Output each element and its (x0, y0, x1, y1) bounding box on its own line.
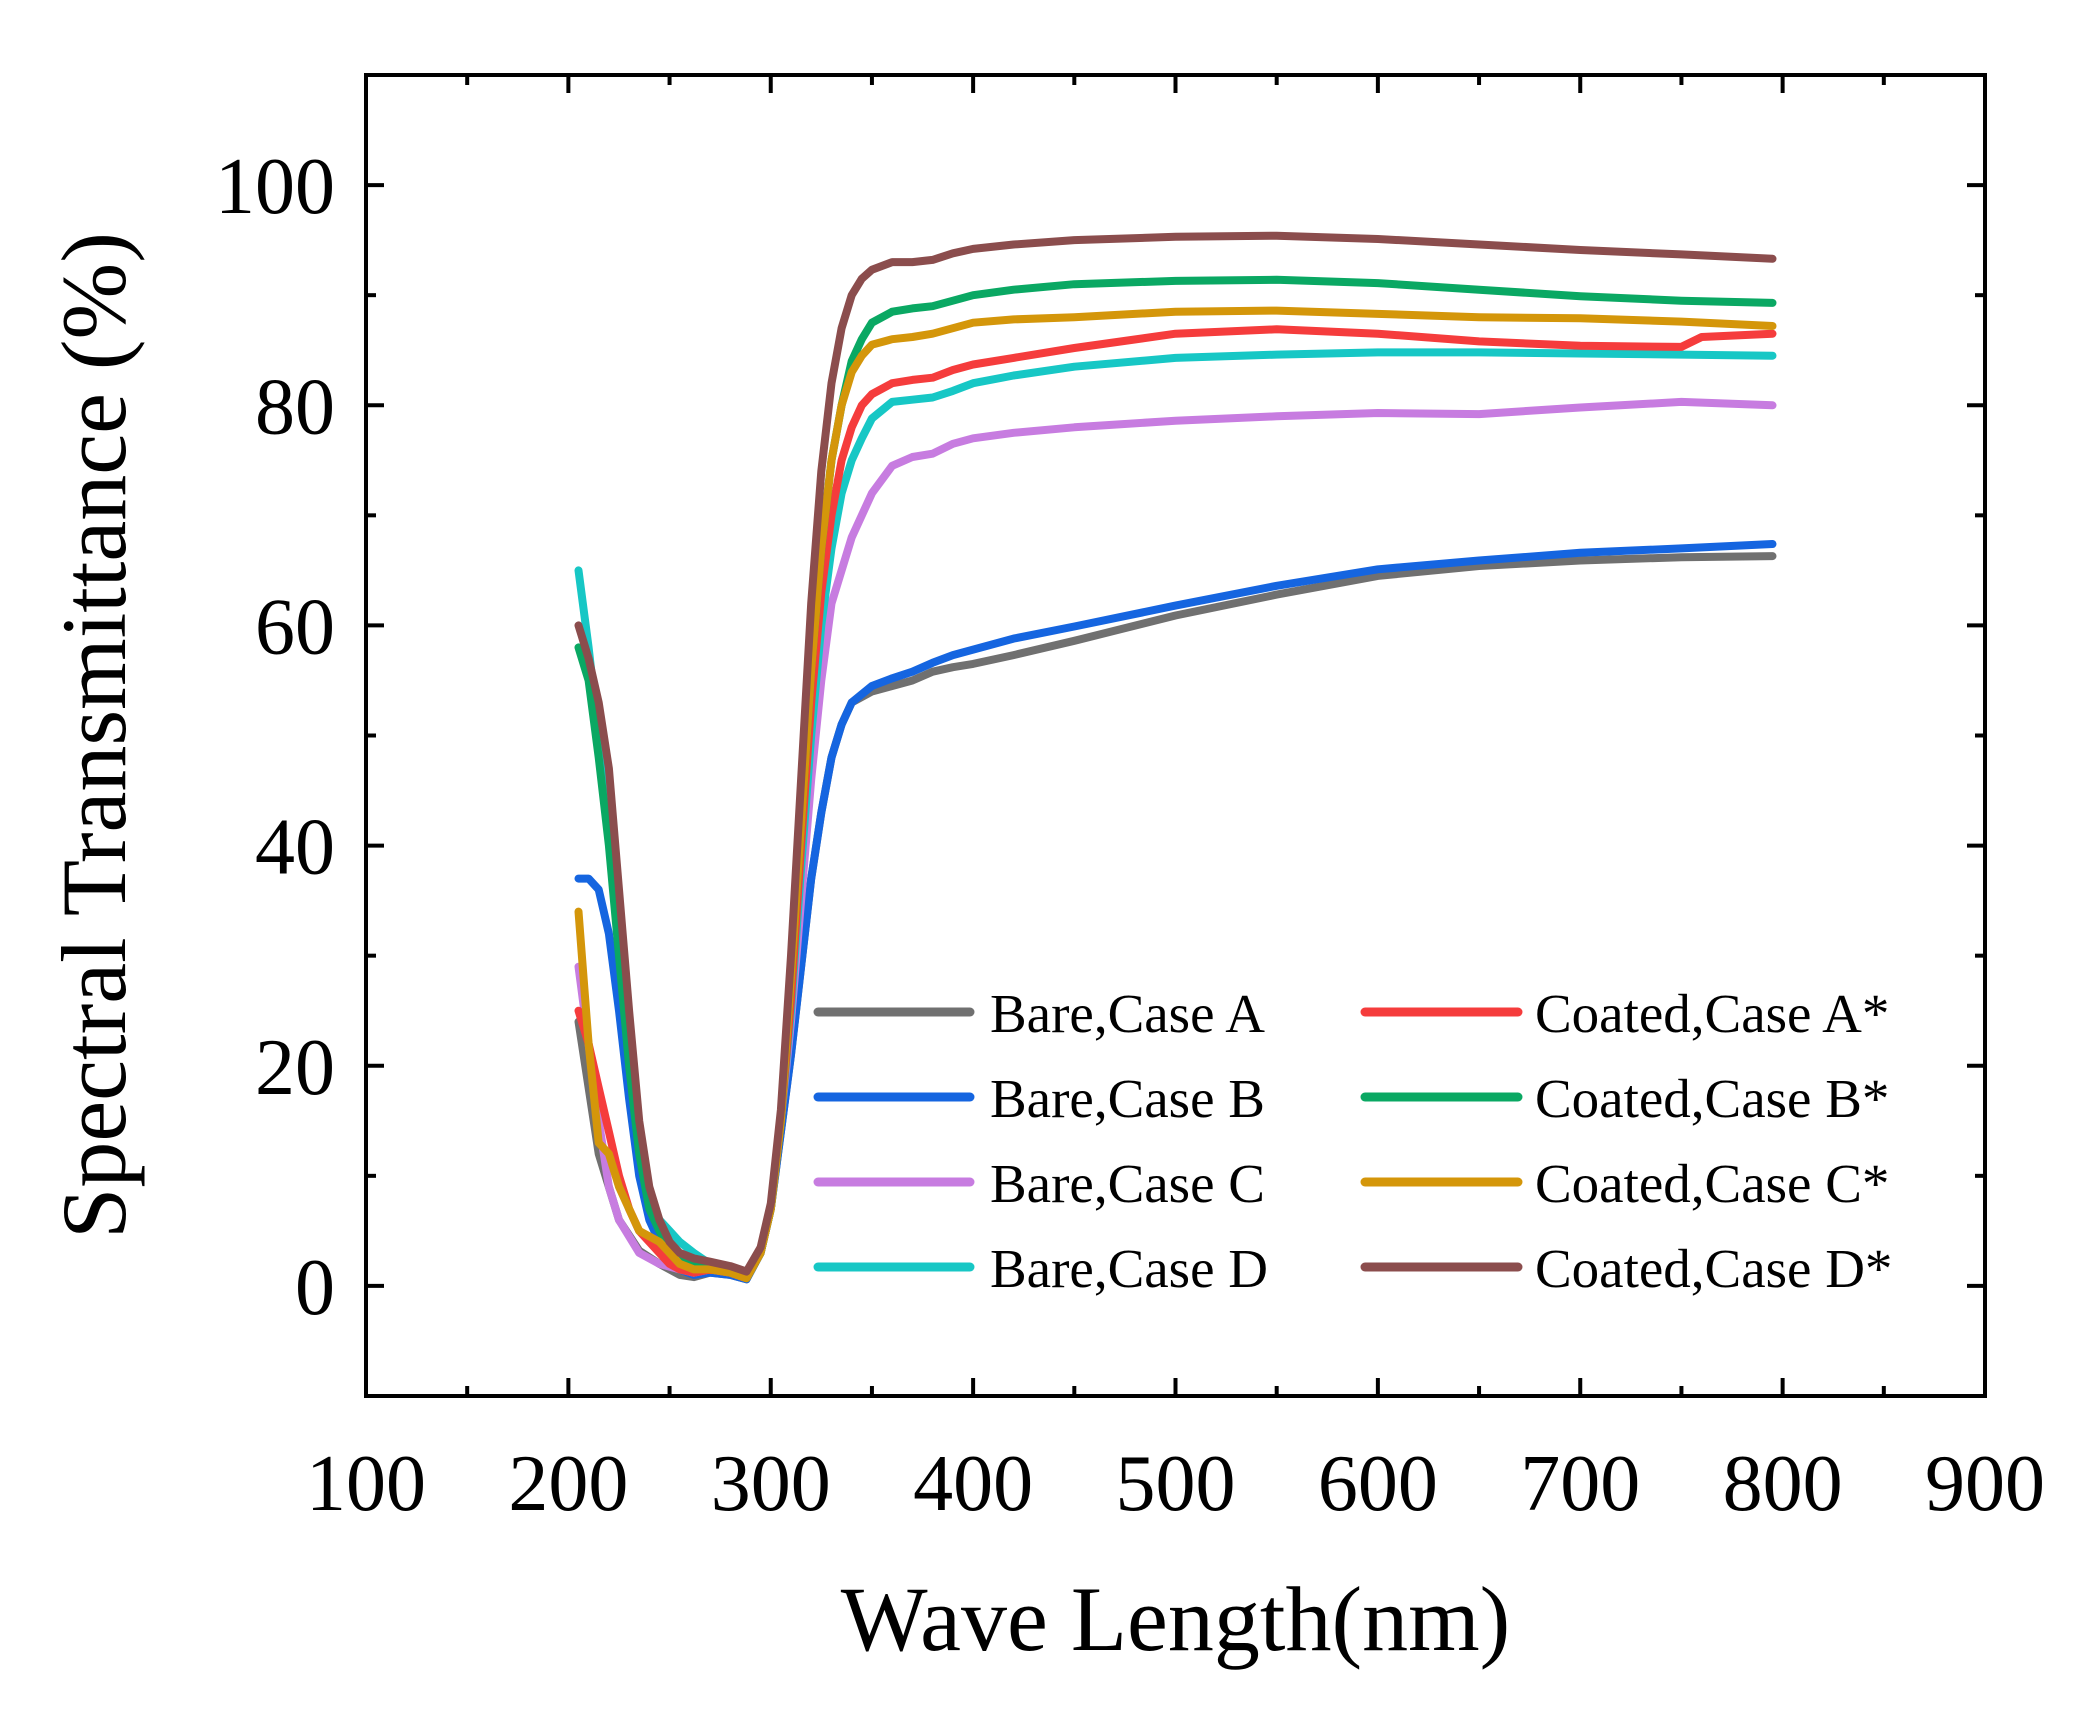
legend-label: Coated,Case A* (1535, 983, 1889, 1044)
y-tick-label: 0 (295, 1244, 335, 1332)
y-tick-label: 60 (255, 583, 335, 671)
legend-label: Coated,Case B* (1535, 1068, 1889, 1129)
x-tick-label: 900 (1925, 1440, 2045, 1528)
series-line-3 (574, 397, 1777, 1283)
x-tick-label: 300 (711, 1440, 831, 1528)
y-axis-title: Spectral Transmittance (%) (43, 232, 145, 1239)
ticks-layer (364, 73, 1987, 1398)
legend-label: Coated,Case D* (1535, 1238, 1892, 1299)
legend-label: Bare,Case B (990, 1068, 1265, 1129)
x-tick-label: 600 (1318, 1440, 1438, 1528)
series-line-4 (574, 348, 1777, 1283)
legend-label: Bare,Case D (990, 1238, 1268, 1299)
y-tick-label: 80 (255, 363, 335, 451)
x-tick-label: 700 (1520, 1440, 1640, 1528)
x-tick-label: 800 (1723, 1440, 1843, 1528)
y-tick-label: 20 (255, 1024, 335, 1112)
series-line-7 (574, 306, 1777, 1283)
x-tick-label: 100 (306, 1440, 426, 1528)
x-tick-label: 200 (508, 1440, 628, 1528)
y-tick-label: 100 (215, 143, 335, 231)
legend-label: Coated,Case C* (1535, 1153, 1889, 1214)
tick-labels-layer: 100 200 300 400 500 600 700 800 900 0 20 40 60 80 100 (215, 143, 2045, 1528)
legend-label: Bare,Case A (990, 983, 1265, 1044)
legend: Bare,Case A Bare,Case B Bare,Case C Bare,Ca… (813, 983, 1892, 1299)
series-layer (574, 231, 1777, 1284)
y-tick-label: 40 (255, 804, 335, 892)
x-axis-title: Wave Length(nm) (841, 1568, 1511, 1670)
x-tick-label: 500 (1116, 1440, 1236, 1528)
series-line-5 (574, 325, 1777, 1283)
legend-label: Bare,Case C (990, 1153, 1265, 1214)
series-line-8 (574, 231, 1777, 1276)
x-tick-label: 400 (913, 1440, 1033, 1528)
